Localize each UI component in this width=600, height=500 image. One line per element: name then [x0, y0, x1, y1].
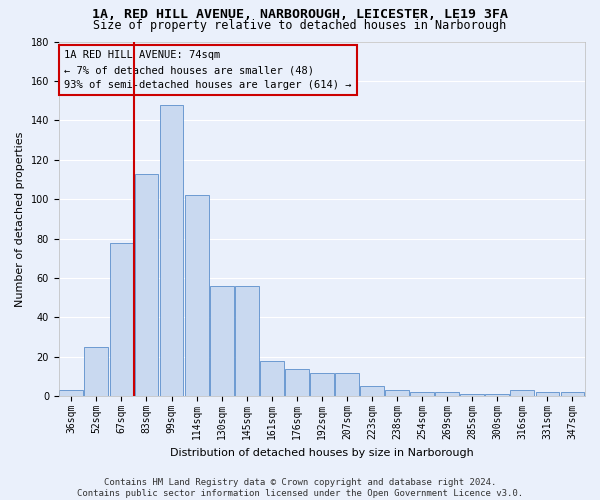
Bar [385, 390, 409, 396]
Bar [435, 392, 459, 396]
Text: 1A RED HILL AVENUE: 74sqm
← 7% of detached houses are smaller (48)
93% of semi-d: 1A RED HILL AVENUE: 74sqm ← 7% of detach… [64, 50, 352, 90]
Text: Size of property relative to detached houses in Narborough: Size of property relative to detached ho… [94, 19, 506, 32]
Bar [536, 392, 559, 396]
Bar [285, 368, 309, 396]
Bar [485, 394, 509, 396]
X-axis label: Distribution of detached houses by size in Narborough: Distribution of detached houses by size … [170, 448, 474, 458]
Bar [134, 174, 158, 396]
Bar [335, 372, 359, 396]
Bar [185, 195, 209, 396]
Text: 1A, RED HILL AVENUE, NARBOROUGH, LEICESTER, LE19 3FA: 1A, RED HILL AVENUE, NARBOROUGH, LEICEST… [92, 8, 508, 20]
Bar [160, 104, 184, 397]
Bar [560, 392, 584, 396]
Bar [110, 242, 133, 396]
Bar [511, 390, 534, 396]
Bar [360, 386, 384, 396]
Bar [260, 361, 284, 396]
Bar [460, 394, 484, 396]
Bar [85, 347, 108, 397]
Bar [310, 372, 334, 396]
Text: Contains HM Land Registry data © Crown copyright and database right 2024.
Contai: Contains HM Land Registry data © Crown c… [77, 478, 523, 498]
Bar [410, 392, 434, 396]
Y-axis label: Number of detached properties: Number of detached properties [15, 131, 25, 306]
Bar [235, 286, 259, 397]
Bar [59, 390, 83, 396]
Bar [210, 286, 233, 397]
